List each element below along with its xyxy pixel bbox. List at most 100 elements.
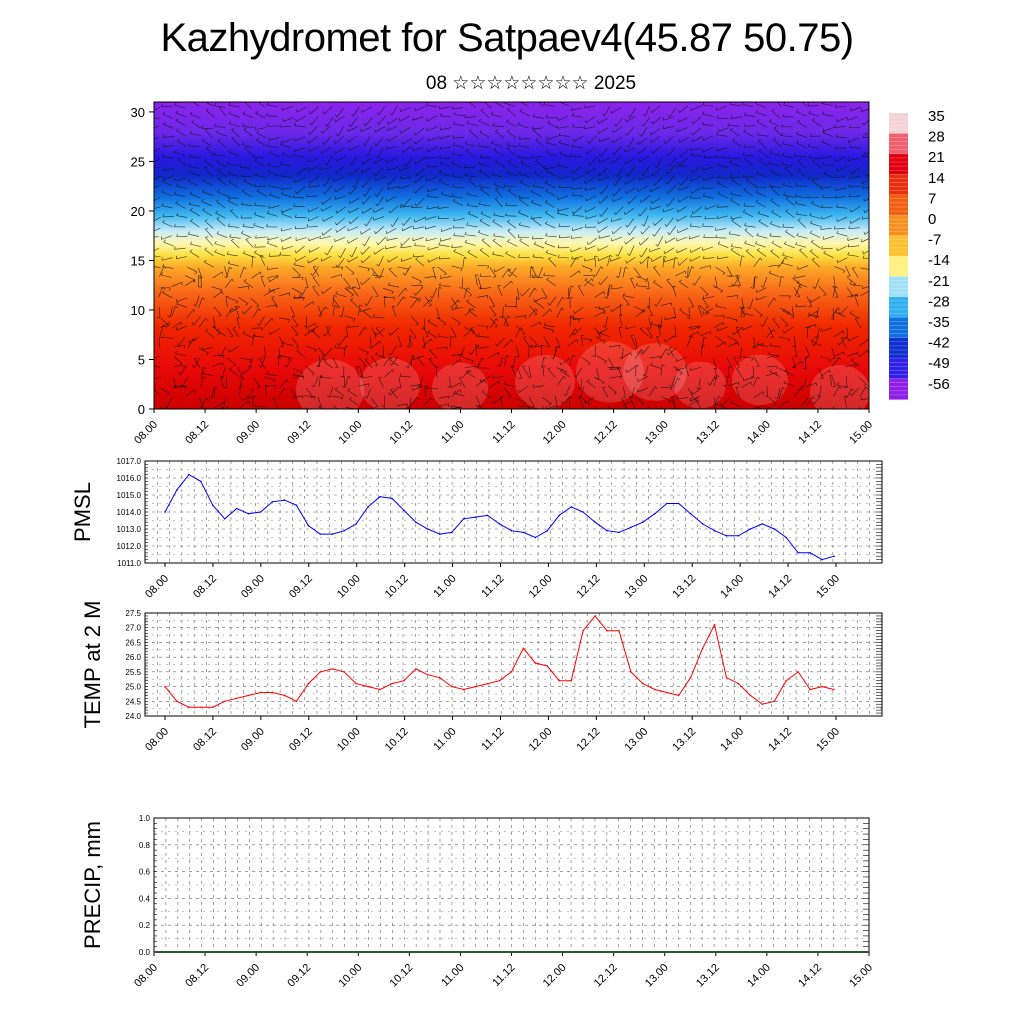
wind-barb-flag [293, 261, 296, 265]
wind-barb-flag [723, 315, 726, 319]
wind-barb [162, 156, 174, 159]
wind-barb-flag [310, 396, 314, 399]
wind-barb [187, 266, 198, 273]
wind-barb-flag [560, 401, 563, 405]
panel-temp-point [462, 688, 465, 691]
wind-barb [396, 296, 404, 306]
wind-barb [426, 104, 438, 108]
colorbar-swatch [889, 153, 908, 175]
wind-barb-flag [388, 392, 390, 396]
wind-barb [806, 296, 812, 307]
wind-barb-flag [624, 161, 626, 165]
wind-barb-flag [438, 178, 442, 182]
wind-barb-flag [203, 366, 207, 370]
wind-barb [700, 286, 709, 295]
colorbar-label: -56 [928, 376, 950, 393]
wind-barb [858, 350, 868, 358]
wind-barb-flag [730, 399, 734, 403]
wind-barb-flag [637, 141, 639, 145]
wind-barb [163, 175, 175, 181]
wind-barb [535, 139, 545, 148]
wind-barb-flag [174, 350, 177, 354]
panel-pmsl-point [654, 512, 656, 515]
wind-barb [269, 287, 280, 292]
wind-barb-flag [323, 353, 326, 357]
wind-barb [809, 157, 821, 159]
wind-barb [739, 255, 743, 267]
wind-barb [428, 136, 439, 142]
wind-barb [692, 127, 702, 136]
wind-barb [766, 385, 768, 397]
wind-barb-flag [535, 98, 538, 100]
wind-barb-flag [480, 187, 483, 190]
wind-barb [366, 296, 373, 306]
wind-barb [703, 257, 715, 260]
wind-barb-flag [495, 129, 499, 132]
wind-barb [415, 106, 426, 111]
wind-barb-flag [572, 316, 574, 320]
wind-barb [345, 265, 355, 274]
panel-pmsl-point [307, 524, 310, 527]
wind-barb [255, 112, 266, 119]
wind-barb [768, 353, 780, 357]
panel-temp-point [618, 629, 620, 632]
panel-pmsl-point [749, 528, 752, 530]
wind-barb-flag [376, 242, 379, 245]
wind-barb [519, 199, 529, 207]
wind-barb [639, 328, 649, 337]
wind-barb [629, 397, 636, 408]
wind-barb [835, 106, 847, 108]
wind-barb-flag [190, 111, 193, 115]
wind-barb [293, 197, 305, 199]
wind-barb [625, 157, 635, 165]
wind-barb [190, 113, 201, 119]
wind-barb-flag [189, 249, 193, 252]
panel-precip-y-tick-label: 1.0 [139, 814, 151, 823]
wind-barb [383, 296, 386, 308]
wind-barb [769, 371, 780, 377]
wind-barb [731, 179, 741, 186]
wind-barb [638, 146, 648, 155]
wind-barb [427, 188, 439, 192]
wind-barb [744, 158, 753, 166]
wind-barb-flag [639, 254, 642, 258]
wind-barb-flag [689, 398, 691, 402]
section-x-tick-label: 13.00 [643, 419, 671, 447]
wind-barb-flag [769, 233, 772, 237]
wind-barb-flag [268, 162, 270, 166]
wind-barb-flag [678, 182, 681, 186]
wind-barb-flag [468, 308, 471, 311]
wind-barb-flag [188, 201, 191, 205]
wind-barb [818, 368, 824, 379]
wind-barb [624, 147, 636, 153]
wind-barb-flag [530, 266, 534, 269]
wind-barb-flag [230, 209, 234, 211]
wind-barb [382, 287, 394, 292]
wind-barb [317, 305, 323, 317]
wind-barb-flag [638, 213, 641, 217]
wind-barb-flag [281, 211, 284, 215]
panel-pmsl-point [486, 514, 489, 517]
wind-barb [439, 135, 451, 140]
wind-barb [494, 102, 505, 108]
wind-barb [796, 133, 808, 138]
wind-barb-flag [782, 252, 785, 256]
wind-barb-flag [722, 322, 725, 326]
wind-barb-flag [787, 400, 790, 404]
wind-barb [837, 165, 848, 172]
wind-barb [862, 217, 869, 220]
wind-barb-flag [742, 152, 745, 156]
wind-barb-flag [610, 110, 612, 114]
wind-barb [439, 171, 450, 177]
wind-barb [649, 247, 661, 253]
wind-barb-flag [795, 303, 797, 307]
section-y-tick-label: 25 [131, 154, 145, 169]
panel-temp-point [427, 674, 429, 676]
wind-barb-flag [460, 407, 462, 409]
wind-barb [451, 163, 463, 169]
wind-barb-flag [244, 146, 248, 149]
wind-barb [463, 328, 473, 337]
panel-temp-point [343, 671, 345, 673]
wind-barb-flag [245, 237, 249, 240]
wind-barb [154, 236, 159, 238]
